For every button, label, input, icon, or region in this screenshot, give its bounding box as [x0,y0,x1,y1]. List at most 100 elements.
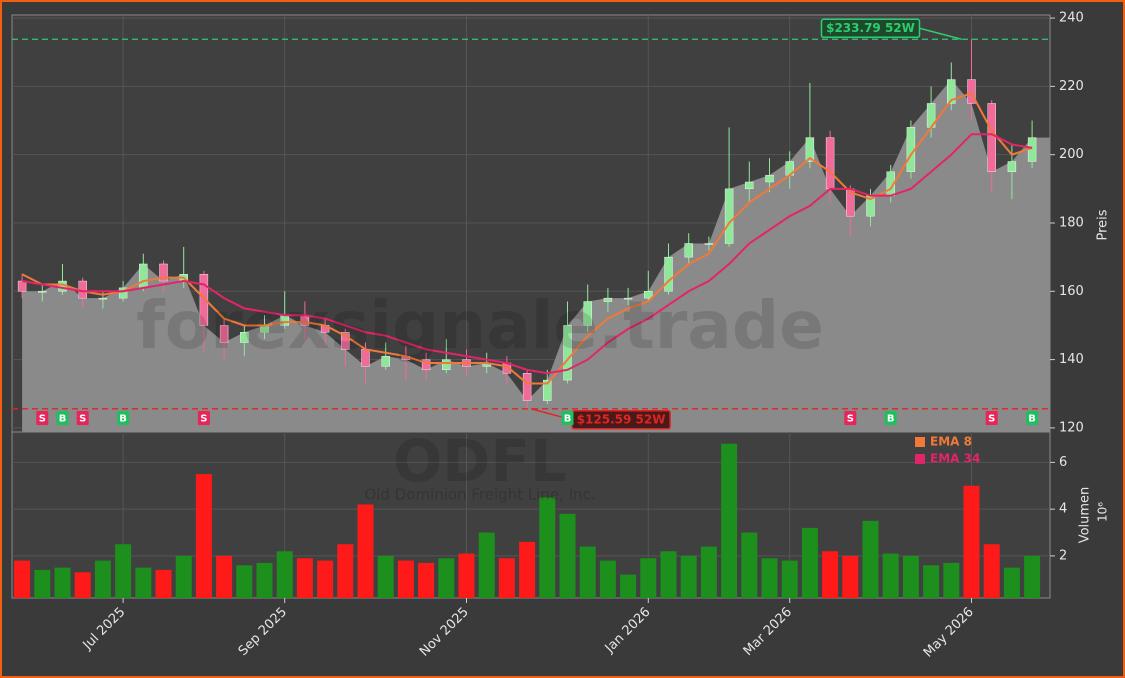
volume-bar [660,551,677,598]
volume-bar [923,565,940,598]
volume-bar [458,553,475,598]
candle-body [442,359,451,371]
ema-line [21,91,1033,385]
signal-marker [36,411,49,425]
watermark: forexsignale.trade [136,287,824,364]
volume-bar [700,546,717,598]
volume-bar [943,562,960,598]
volume-bar [34,569,51,598]
volume-bar [559,513,576,598]
volume-bar [842,555,859,598]
legend-label: EMA 34 [930,452,980,466]
volume-bar [822,551,839,598]
volume-bar [1003,567,1020,598]
signal-marker [1026,411,1039,425]
volume-bar [539,497,556,598]
annotation-label: $125.59 52W [577,412,666,426]
volume-axis-label: Volumen [1078,487,1093,544]
signal-marker [985,411,998,425]
signal-marker [76,411,89,425]
candle-body [825,137,835,190]
volume-bar [357,504,374,598]
candle-body [1007,161,1017,172]
volume-bar [680,555,697,598]
candle-body [765,174,774,183]
volume-bar [519,541,536,598]
volume-bar [155,569,172,598]
candle-body [987,103,996,172]
legend-label: EMA 8 [930,435,972,449]
legend-swatch [915,454,925,464]
signal-label: S [200,414,207,425]
candle-body [240,332,249,343]
signal-label: B [1028,414,1036,425]
volume-bar [983,544,1000,598]
volume-bar [478,532,495,598]
volume-bar [498,558,515,598]
volume-bar [175,555,192,598]
y-tick-label: 200 [1059,147,1084,162]
candle-body [644,291,653,299]
candle-body [745,181,754,190]
volume-bar [115,544,132,598]
volume-bar [801,527,818,598]
candle-body [199,274,209,326]
volume-bar [54,567,71,598]
volume-bar [94,560,111,598]
signal-marker [844,411,857,425]
volume-bar [599,560,616,598]
chart-subtitle: Old Dominion Freight Line, Inc. [364,486,595,504]
signal-label: S [988,414,995,425]
signal-marker [561,411,574,425]
signal-marker [56,411,69,425]
volume-bar [377,555,394,598]
volume-bar [721,443,738,598]
volume-bar [741,532,758,598]
signal-label: B [59,414,67,425]
candle-body [583,301,592,326]
candle-body [159,263,168,282]
candle-body [684,243,693,258]
y-tick-label: 140 [1059,352,1084,367]
y-tick-label: 4 [1059,502,1067,517]
candle-body [563,325,572,381]
signal-label: S [847,414,854,425]
volume-bar [579,546,596,598]
signal-label: B [564,414,572,425]
y-tick-label: 6 [1059,455,1067,470]
candle-body [38,291,47,293]
candle-body [623,297,633,300]
volume-bar [276,551,293,598]
candle-body [967,79,976,104]
signal-marker [197,411,210,425]
signal-label: S [79,414,86,425]
legend-swatch [915,437,925,447]
volume-bar [1024,555,1041,598]
volume-bar [74,572,91,598]
signal-label: S [39,414,46,425]
volume-bar [195,474,212,598]
candle-body [543,379,552,401]
candle-body [139,263,148,289]
ema-line [21,133,1033,375]
marks [14,39,1051,598]
volume-bar [317,560,334,598]
volume-bar [256,562,273,598]
candle-body [341,332,350,350]
volume-bar [438,558,455,598]
volume-bar [882,553,899,598]
signal-marker [884,411,897,425]
signal-marker [117,411,130,425]
chart-title: ODFL [393,427,567,495]
volume-bar [216,555,233,598]
volume-bar [761,558,778,598]
y-axis-label: Preis [1096,209,1111,240]
volume-bar [963,485,980,598]
candle-body [17,280,27,292]
annotation-box [820,18,921,39]
annotation-arrow [919,27,962,41]
volume-unit: 10⁶ [1096,502,1110,522]
y-tick-label: 220 [1059,79,1084,94]
